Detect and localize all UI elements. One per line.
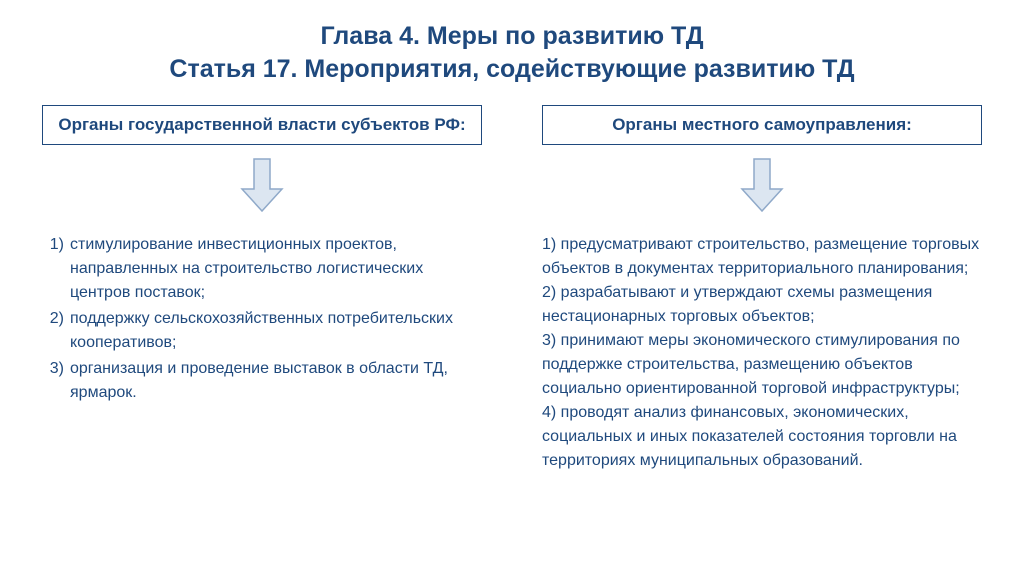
right-header-box: Органы местного самоуправления: — [542, 105, 982, 145]
list-text: организация и проведение выставок в обла… — [70, 357, 482, 405]
right-column: Органы местного самоуправления: 1) преду… — [542, 105, 982, 473]
list-item: 1)стимулирование инвестиционных проектов… — [42, 233, 482, 305]
left-column: Органы государственной власти субъектов … — [42, 105, 482, 473]
list-text: предусматривают строительство, размещени… — [542, 236, 979, 277]
list-item: 2)поддержку сельскохозяйственных потреби… — [42, 307, 482, 355]
left-list: 1)стимулирование инвестиционных проектов… — [42, 233, 482, 405]
right-header-text: Органы местного самоуправления: — [612, 115, 912, 134]
list-number: 2) — [542, 284, 556, 301]
list-text: проводят анализ финансовых, экономически… — [542, 404, 957, 469]
list-item: 4) проводят анализ финансовых, экономиче… — [542, 401, 982, 473]
list-item: 3)организация и проведение выставок в об… — [42, 357, 482, 405]
list-number: 3) — [542, 332, 556, 349]
title-line-2: Статья 17. Мероприятия, содействующие ра… — [40, 53, 984, 86]
list-text: поддержку сельскохозяйственных потребите… — [70, 307, 482, 355]
down-arrow-icon — [740, 157, 784, 213]
list-item: 3) принимают меры экономического стимули… — [542, 329, 982, 401]
columns-container: Органы государственной власти субъектов … — [40, 105, 984, 473]
right-list: 1) предусматривают строительство, размещ… — [542, 233, 982, 473]
list-text: принимают меры экономического стимулиров… — [542, 332, 960, 397]
list-number: 1) — [542, 236, 556, 253]
list-number: 1) — [42, 233, 70, 305]
title-line-1: Глава 4. Меры по развитию ТД — [40, 20, 984, 53]
list-number: 3) — [42, 357, 70, 405]
list-text: стимулирование инвестиционных проектов, … — [70, 233, 482, 305]
list-number: 2) — [42, 307, 70, 355]
list-item: 1) предусматривают строительство, размещ… — [542, 233, 982, 281]
left-header-text: Органы государственной власти субъектов … — [58, 115, 465, 134]
list-text: разрабатывают и утверждают схемы размеще… — [542, 284, 932, 325]
list-number: 4) — [542, 404, 556, 421]
slide-title: Глава 4. Меры по развитию ТД Статья 17. … — [40, 20, 984, 85]
left-header-box: Органы государственной власти субъектов … — [42, 105, 482, 145]
left-arrow-container — [42, 157, 482, 213]
list-item: 2) разрабатывают и утверждают схемы разм… — [542, 281, 982, 329]
down-arrow-icon — [240, 157, 284, 213]
right-arrow-container — [542, 157, 982, 213]
